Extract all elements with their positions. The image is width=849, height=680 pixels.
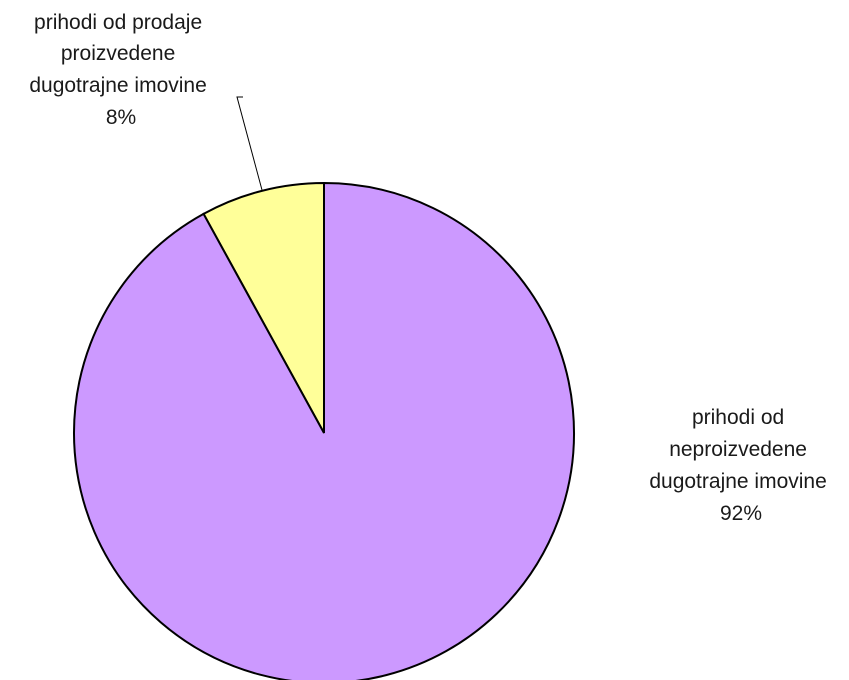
labels-layer: prihodi od prodaje proizvedene dugotrajn… (29, 11, 832, 525)
slice-proizvedene (202, 181, 325, 434)
leader-line-proizvedene (236, 96, 263, 191)
slices-layer (73, 181, 575, 680)
slice-label-proizvedene: prihodi od prodaje proizvedene dugotrajn… (29, 11, 212, 129)
slice-label-neproizvedene: prihodi od neproizvedene dugotrajne imov… (649, 406, 832, 525)
slice-label-line: dugotrajne imovine (29, 74, 206, 97)
slice-label-line: neproizvedene (669, 438, 807, 461)
slice-neproizvedene (73, 181, 575, 680)
slice-label-line: prihodi od prodaje (34, 11, 202, 34)
slice-label-line: dugotrajne imovine (649, 470, 826, 493)
slice-label-line: prihodi od (692, 406, 784, 429)
slice-percent-label: 8% (106, 106, 136, 129)
slice-label-line: proizvedene (61, 42, 175, 65)
slice-percent-label: 92% (720, 502, 762, 525)
